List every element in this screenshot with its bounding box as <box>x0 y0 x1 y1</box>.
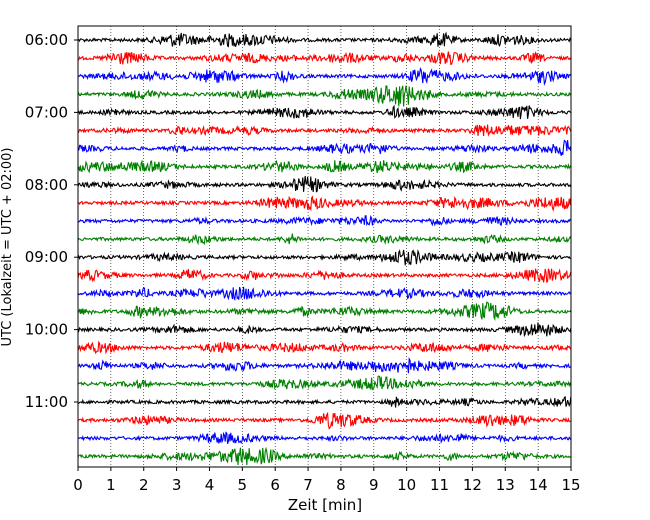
trace-1015 <box>77 340 572 355</box>
trace-0630 <box>77 67 572 86</box>
trace-1115 <box>77 411 571 430</box>
y-tick-label: 11:00 <box>25 393 68 411</box>
x-tick-label: 4 <box>205 476 215 494</box>
x-tick-label: 5 <box>238 476 248 494</box>
trace-0615 <box>77 51 572 66</box>
trace-0730 <box>77 139 572 156</box>
trace-1000 <box>77 322 572 338</box>
plot-frame <box>77 25 572 468</box>
trace-0800 <box>77 175 572 193</box>
x-tick-label: 6 <box>270 476 280 494</box>
x-tick-label: 14 <box>529 476 548 494</box>
trace-1130 <box>77 431 572 445</box>
seismic-traces <box>77 31 572 466</box>
trace-0900 <box>77 249 571 266</box>
x-tick-label: 0 <box>73 476 83 494</box>
y-axis-ticks: 06:00 07:00 08:00 09:00 10:00 11:00 <box>25 31 78 411</box>
y-tick-label: 06:00 <box>25 31 68 49</box>
x-tick-label: 3 <box>172 476 182 494</box>
y-tick-label: 10:00 <box>25 321 68 339</box>
trace-0700 <box>77 104 572 120</box>
x-tick-label: 9 <box>369 476 379 494</box>
x-tick-label: 2 <box>139 476 149 494</box>
trace-1145 <box>77 446 572 466</box>
x-tick-label: 13 <box>496 476 515 494</box>
trace-1030 <box>77 356 571 374</box>
trace-0915 <box>77 268 572 284</box>
y-axis-label: UTC (Lokalzeit = UTC + 02:00) <box>0 148 15 347</box>
y-tick-label: 07:00 <box>25 103 68 121</box>
trace-0845 <box>77 233 572 246</box>
trace-1100 <box>77 396 572 408</box>
x-tick-label: 8 <box>336 476 346 494</box>
x-tick-label: 15 <box>561 476 580 494</box>
x-tick-label: 10 <box>397 476 416 494</box>
trace-0830 <box>77 215 572 227</box>
x-tick-label: 7 <box>303 476 313 494</box>
x-axis-ticks: 0 1 2 3 4 5 6 7 8 9 10 11 12 13 14 15 <box>73 467 581 494</box>
x-tick-label: 1 <box>106 476 116 494</box>
trace-1045 <box>77 375 572 391</box>
x-tick-label: 11 <box>430 476 449 494</box>
trace-0945 <box>77 301 572 321</box>
y-tick-label: 09:00 <box>25 248 68 266</box>
trace-0645 <box>77 85 572 107</box>
trace-0815 <box>77 195 572 212</box>
trace-0930 <box>77 286 572 301</box>
x-axis-label: Zeit [min] <box>288 496 362 514</box>
y-tick-label: 08:00 <box>25 176 68 194</box>
trace-0600 <box>77 31 572 48</box>
trace-0745 <box>77 159 572 174</box>
x-tick-label: 12 <box>463 476 482 494</box>
trace-0715 <box>77 124 572 137</box>
